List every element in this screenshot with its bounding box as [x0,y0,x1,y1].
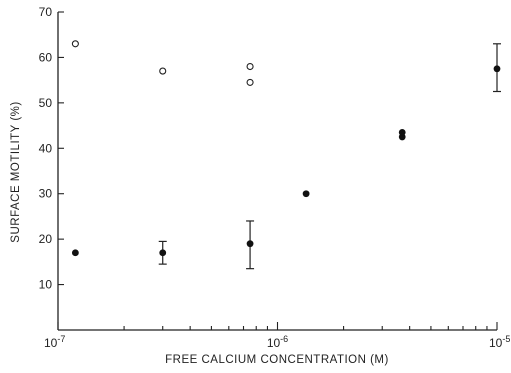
data-point-open [246,78,254,86]
x-tick-label: 10-5 [489,334,510,350]
data-point-filled [246,240,254,248]
data-point-filled [493,65,501,73]
y-tick-label: 20 [39,232,53,246]
y-tick-label: 10 [39,278,53,292]
error-bars [158,43,501,270]
data-point-filled [302,190,310,198]
y-tick-label: 50 [39,96,53,110]
data-point-open [159,67,167,75]
x-ticks: 10-7 10-6 10-5 [44,322,510,350]
y-tick-label: 60 [39,50,53,64]
y-tick-label: 40 [39,141,53,155]
y-axis-label: SURFACE MOTILITY (%) [10,101,22,242]
y-tick-label: 30 [39,187,53,201]
y-tick-label: 70 [39,5,53,19]
data-point-filled [71,249,79,257]
x-tick-label: 10-6 [267,334,288,350]
x-axis-label: FREE CALCIUM CONCENTRATION (M) [165,354,389,366]
data-point-filled [398,128,406,136]
data-point-open [71,40,79,48]
y-ticks: 10 20 30 40 50 60 70 [39,5,64,292]
x-tick-label: 10-7 [44,334,65,350]
data-point-open [246,62,254,71]
axes [57,12,497,331]
data-points [71,40,501,257]
data-point-filled [159,249,167,257]
